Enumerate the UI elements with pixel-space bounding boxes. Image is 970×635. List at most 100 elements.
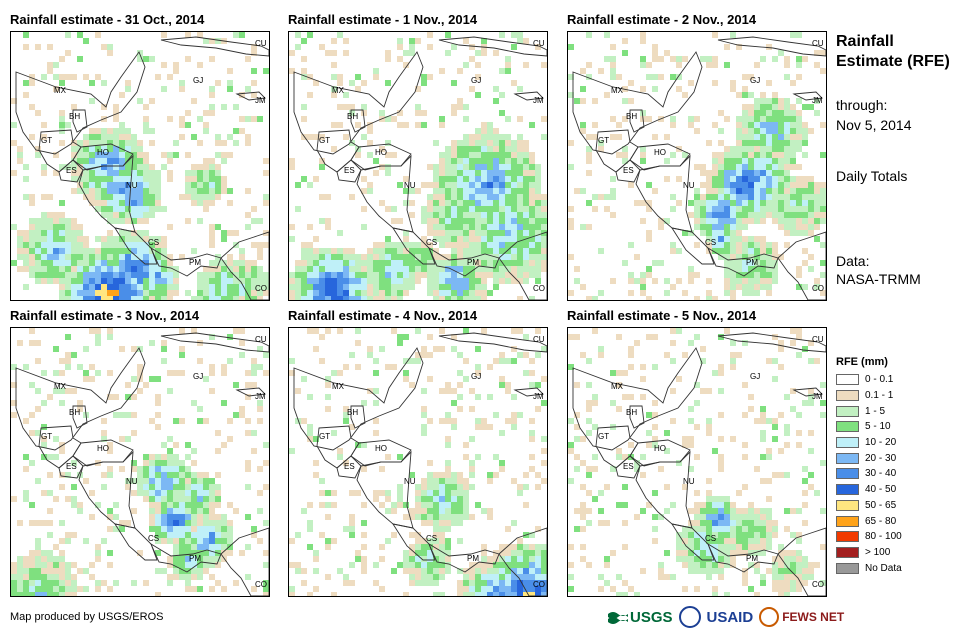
country-label: CS: [148, 238, 159, 247]
country-border: [114, 227, 158, 265]
country-label: HO: [375, 444, 387, 453]
country-border: [293, 347, 424, 451]
country-label: JM: [533, 96, 544, 105]
legend-label: 40 - 50: [865, 484, 897, 496]
country-border: [615, 159, 641, 183]
country-border: [513, 91, 544, 101]
country-label: ES: [623, 462, 634, 471]
country-label: CO: [812, 284, 824, 293]
country-label: GT: [41, 136, 52, 145]
country-border: [150, 542, 222, 573]
country-label: PM: [467, 554, 479, 563]
country-border: [615, 455, 641, 479]
rainfall-map: CU MX GJ JM BH GT HO ES NU CS PM CO: [288, 327, 548, 597]
country-label: GJ: [193, 76, 203, 85]
country-label: MX: [332, 382, 345, 391]
rainfall-grid: CU MX GJ JM BH GT HO ES NU CS PM CO: [11, 328, 269, 596]
country-border: [792, 387, 823, 397]
legend-swatch: [836, 405, 859, 417]
legend-label: 5 - 10: [865, 421, 891, 433]
country-label: JM: [255, 96, 266, 105]
legend-swatch: [836, 421, 859, 433]
country-border: [392, 523, 436, 561]
panel-title: Rainfall estimate - 1 Nov., 2014: [288, 12, 478, 27]
country-label: ES: [344, 166, 355, 175]
fews-net-logo: FEWS NET: [759, 607, 844, 627]
country-label: MX: [54, 86, 67, 95]
country-border: [15, 347, 146, 451]
panel-title: Rainfall estimate - 5 Nov., 2014: [567, 308, 757, 323]
country-label: JM: [812, 392, 823, 401]
legend-label: 30 - 40: [865, 468, 897, 480]
country-label: ES: [623, 166, 634, 175]
panel-title: Rainfall estimate - 4 Nov., 2014: [288, 308, 478, 323]
rainfall-map: CU MX GJ JM BH GT HO ES NU CS PM CO: [288, 31, 548, 301]
legend-item: 0 - 0.1: [836, 372, 902, 388]
country-border: [629, 109, 645, 133]
country-border: [707, 542, 779, 573]
rainfall-map: CU MX GJ JM BH GT HO ES NU CS PM CO: [10, 31, 270, 301]
fews-globe-icon: [759, 607, 780, 627]
country-label: CO: [255, 580, 267, 589]
country-border: [15, 51, 146, 155]
country-border: [220, 231, 269, 300]
country-label: MX: [611, 86, 624, 95]
legend-item: 0.1 - 1: [836, 388, 902, 404]
legend-swatch: [836, 484, 859, 496]
legend-title: RFE (mm): [836, 356, 888, 368]
country-label: NU: [126, 181, 138, 190]
country-label: CS: [148, 534, 159, 543]
country-label: GJ: [750, 76, 760, 85]
country-border: [220, 527, 269, 596]
country-border: [350, 109, 366, 133]
legend-swatch: [836, 452, 859, 464]
country-label: CO: [533, 284, 545, 293]
usgs-wave-icon: [608, 612, 628, 624]
country-label: CU: [812, 39, 824, 48]
legend-label: 10 - 20: [865, 437, 897, 449]
country-label: JM: [255, 392, 266, 401]
legend-label: 0 - 0.1: [865, 374, 894, 386]
country-label: CU: [812, 335, 824, 344]
country-border: [635, 450, 693, 529]
legend-swatch: [836, 531, 859, 543]
country-border: [58, 159, 84, 183]
country-label: HO: [375, 148, 387, 157]
rainfall-grid: CU MX GJ JM BH GT HO ES NU CS PM CO: [568, 328, 826, 596]
country-label: JM: [533, 392, 544, 401]
country-border: [792, 91, 823, 101]
country-label: PM: [746, 258, 758, 267]
country-border: [438, 332, 547, 353]
country-label: BH: [69, 408, 80, 417]
legend-label: No Data: [865, 562, 902, 574]
country-label: HO: [97, 444, 109, 453]
country-label: MX: [332, 86, 345, 95]
legend-item: > 100: [836, 545, 902, 561]
country-label: MX: [611, 382, 624, 391]
country-label: ES: [66, 462, 77, 471]
country-label: GJ: [193, 372, 203, 381]
fews-net-text: FEWS NET: [782, 610, 845, 624]
country-label: GT: [319, 432, 330, 441]
legend-item: 40 - 50: [836, 482, 902, 498]
country-label: HO: [97, 148, 109, 157]
rainfall-grid: CU MX GJ JM BH GT HO ES NU CS PM CO: [11, 32, 269, 300]
country-border: [72, 109, 88, 133]
legend-swatch: [836, 374, 859, 386]
rainfall-map: CU MX GJ JM BH GT HO ES NU CS PM CO: [567, 327, 827, 597]
legend-swatch: [836, 515, 859, 527]
country-border: [160, 332, 269, 353]
country-border: [78, 154, 136, 233]
country-label: BH: [347, 408, 358, 417]
country-border: [356, 154, 414, 233]
country-border: [428, 246, 500, 277]
country-border: [350, 405, 366, 429]
country-label: CO: [533, 580, 545, 589]
country-label: BH: [626, 408, 637, 417]
country-border: [392, 227, 436, 265]
country-border: [572, 51, 703, 155]
country-border: [498, 231, 547, 300]
country-label: ES: [66, 166, 77, 175]
legend-item: 50 - 65: [836, 498, 902, 514]
country-border: [572, 347, 703, 451]
